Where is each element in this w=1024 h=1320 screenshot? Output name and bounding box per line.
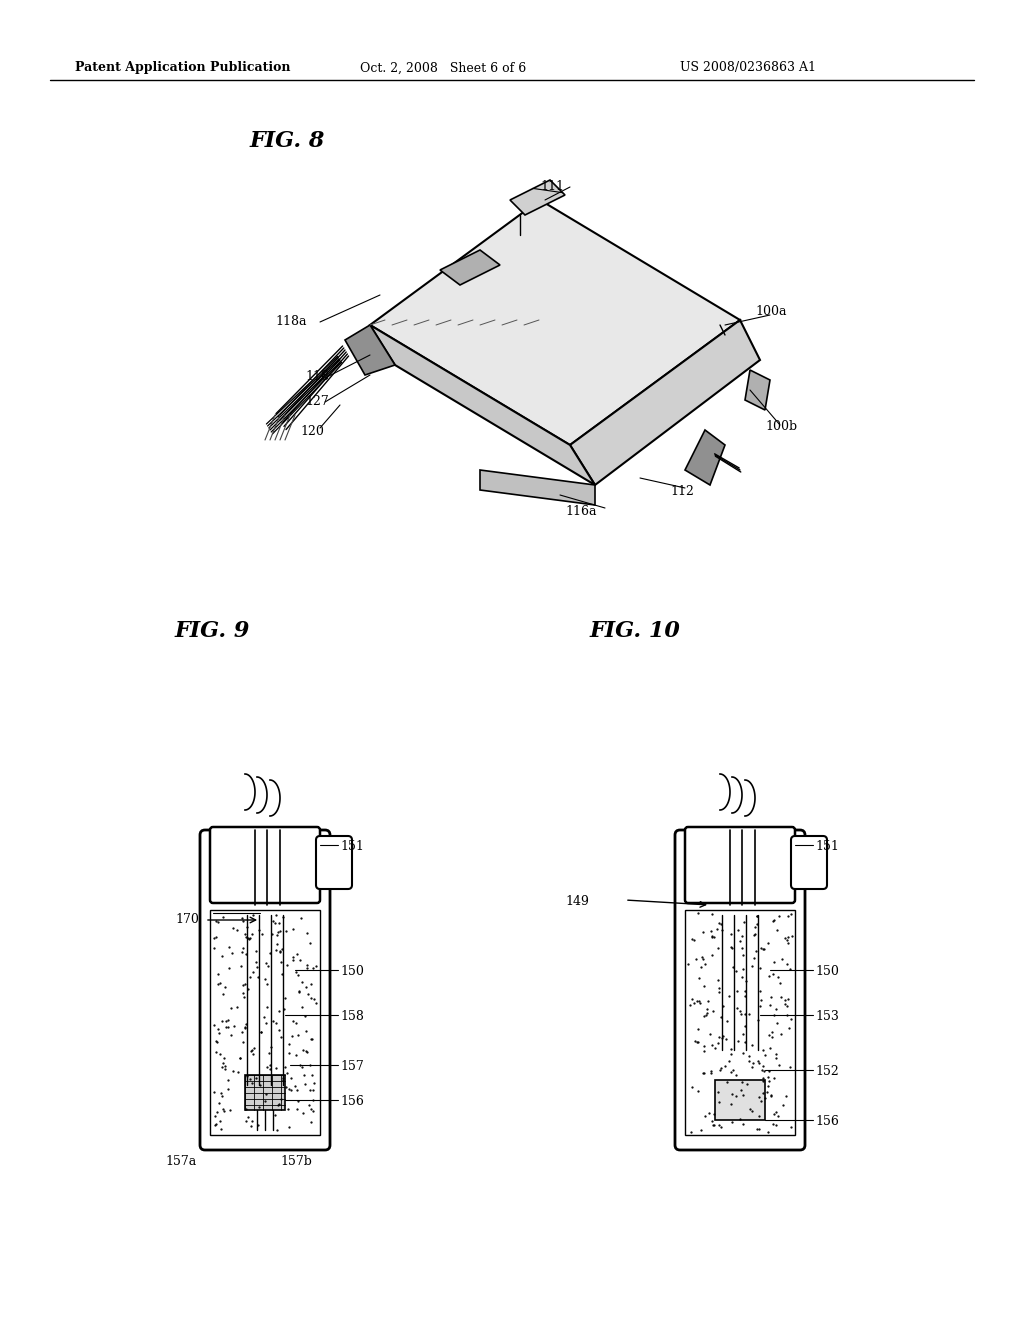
Text: 149: 149 — [565, 895, 589, 908]
Text: 100b: 100b — [765, 420, 797, 433]
Text: 156: 156 — [340, 1096, 364, 1107]
Text: 112: 112 — [670, 484, 694, 498]
Text: Patent Application Publication: Patent Application Publication — [75, 62, 291, 74]
Text: FIG. 10: FIG. 10 — [590, 620, 681, 642]
FancyBboxPatch shape — [675, 830, 805, 1150]
FancyBboxPatch shape — [316, 836, 352, 888]
Polygon shape — [480, 470, 595, 506]
Text: Oct. 2, 2008   Sheet 6 of 6: Oct. 2, 2008 Sheet 6 of 6 — [360, 62, 526, 74]
Bar — [685, 909, 795, 1135]
Polygon shape — [685, 430, 725, 484]
Text: 157: 157 — [340, 1060, 364, 1073]
Polygon shape — [745, 370, 770, 411]
FancyBboxPatch shape — [200, 830, 330, 1150]
Polygon shape — [370, 325, 595, 484]
Text: 151: 151 — [340, 840, 364, 853]
Text: 156: 156 — [815, 1115, 839, 1129]
Text: 153: 153 — [815, 1010, 839, 1023]
Polygon shape — [345, 325, 395, 375]
Text: FIG. 9: FIG. 9 — [175, 620, 251, 642]
Text: 157a: 157a — [165, 1155, 197, 1168]
Text: 158: 158 — [340, 1010, 364, 1023]
FancyBboxPatch shape — [210, 828, 319, 903]
Text: 127: 127 — [305, 395, 329, 408]
Text: 157b: 157b — [280, 1155, 312, 1168]
Text: 111: 111 — [540, 180, 564, 193]
Bar — [715, 1080, 765, 1119]
Text: 116a: 116a — [565, 506, 597, 517]
Text: 100a: 100a — [755, 305, 786, 318]
FancyBboxPatch shape — [685, 828, 795, 903]
Text: FIG. 8: FIG. 8 — [250, 129, 326, 152]
Text: 120: 120 — [300, 425, 324, 438]
Polygon shape — [570, 319, 760, 484]
Text: US 2008/0236863 A1: US 2008/0236863 A1 — [680, 62, 816, 74]
Text: 150: 150 — [340, 965, 364, 978]
Text: 151: 151 — [815, 840, 839, 853]
Text: 118a: 118a — [275, 315, 306, 327]
Bar — [245, 1074, 285, 1110]
Text: 152: 152 — [815, 1065, 839, 1078]
Text: 170: 170 — [175, 913, 199, 927]
Polygon shape — [370, 201, 740, 445]
Polygon shape — [510, 180, 565, 215]
FancyBboxPatch shape — [791, 836, 827, 888]
Polygon shape — [440, 249, 500, 285]
Text: 150: 150 — [815, 965, 839, 978]
Text: 118: 118 — [305, 370, 329, 383]
Bar — [210, 909, 319, 1135]
